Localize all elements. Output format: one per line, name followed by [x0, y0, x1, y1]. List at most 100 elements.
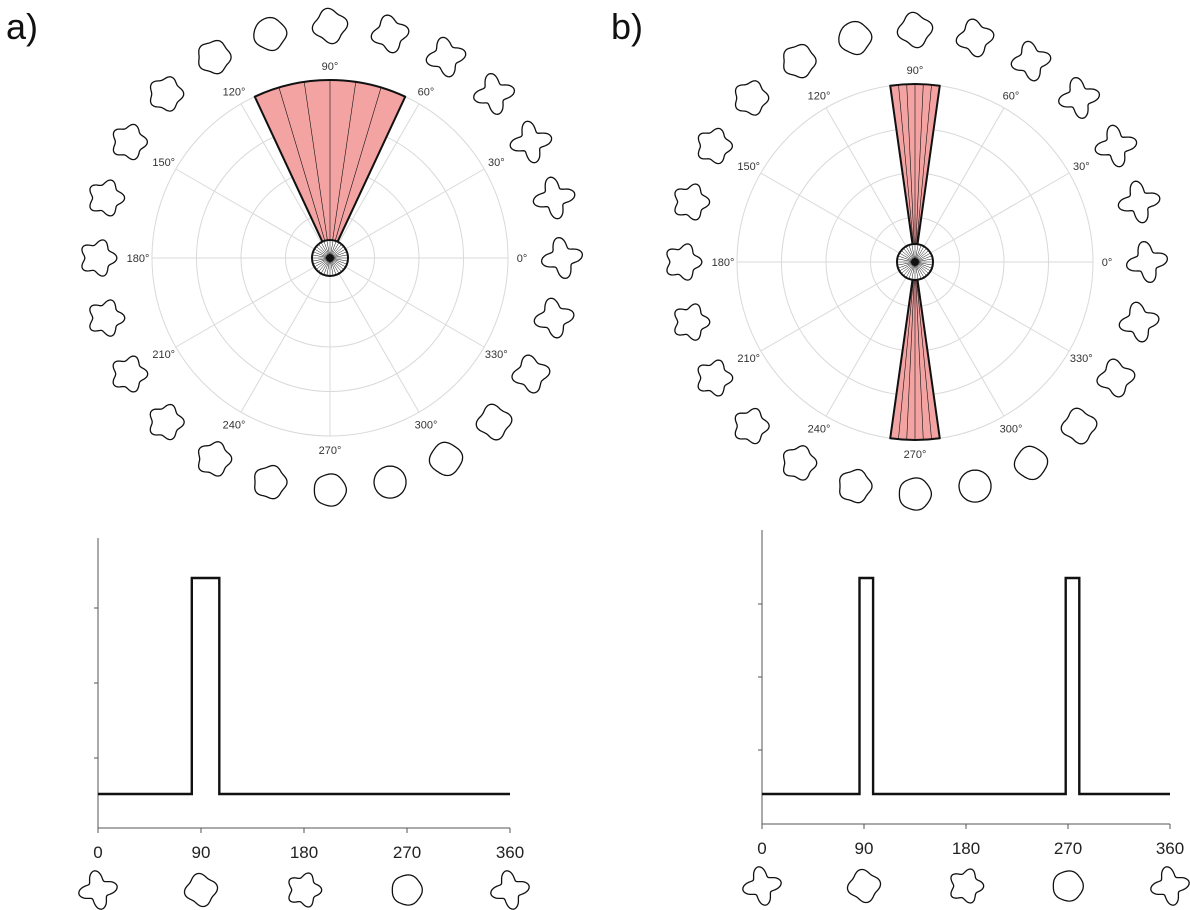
shape-ring-b [666, 11, 1169, 511]
polar-sector-line [303, 81, 328, 241]
polar-spoke [240, 257, 331, 413]
polar-spoke [760, 261, 916, 352]
polar-spoke [825, 107, 916, 263]
polar-angle-label: 60° [1003, 91, 1020, 103]
polar-angle-label: 60° [418, 87, 435, 99]
shape-morph-icon [532, 176, 576, 220]
shape-morph-icon [540, 236, 584, 280]
shape-morph-icon [734, 407, 770, 445]
polar-angle-label: 300° [1000, 423, 1023, 435]
shape-morph-icon [782, 445, 818, 481]
x-tick-label: 180 [952, 839, 980, 858]
shape-morph-icon [1125, 240, 1169, 284]
shape-morph-icon [734, 80, 770, 116]
shape-morph-icon [473, 72, 516, 115]
polar-spoke [760, 172, 916, 263]
polar-spoke [914, 261, 1070, 352]
polar-angle-label: 330° [1070, 353, 1093, 365]
shape-morph-icon [846, 868, 882, 904]
polar-spoke [914, 107, 1005, 263]
shape-morph-icon [1118, 301, 1160, 343]
shape-morph-icon [742, 866, 782, 906]
shape-morph-icon [183, 872, 219, 908]
shape-morph-icon [254, 464, 288, 500]
shape-morph-icon [958, 469, 992, 503]
line-chart-a: 0 90 180 270 360 [78, 538, 530, 910]
polar-sector-line [916, 84, 932, 245]
shape-morph-icon [490, 870, 530, 910]
series-line [762, 576, 1170, 796]
polar-sector-line [334, 87, 382, 241]
shape-morph-icon [898, 477, 933, 511]
polar-spoke [825, 261, 916, 417]
shape-morph-icon [783, 43, 817, 79]
polar-angle-label: 0° [517, 253, 528, 265]
polar-angle-label: 270° [904, 449, 927, 461]
shape-morph-icon [89, 299, 126, 337]
shape-ring-a [81, 7, 584, 507]
shape-morph-icon [1060, 407, 1098, 445]
shape-morph-icon [391, 874, 423, 906]
shape-morph-icon [1150, 866, 1190, 906]
x-tick-label: 270 [393, 843, 421, 862]
polar-spoke [329, 257, 420, 413]
shape-morph-icon [511, 354, 551, 394]
shape-morph-icon [112, 123, 149, 161]
shape-morph-icon [1058, 76, 1101, 119]
shape-morph-icon [198, 39, 232, 75]
shape-morph-icon [509, 120, 553, 164]
polar-angle-label: 270° [319, 445, 342, 457]
shape-morph-icon [313, 473, 348, 507]
polar-spoke [175, 168, 331, 259]
polar-spoke [329, 257, 485, 348]
shape-morph-icon [112, 355, 149, 393]
line-chart-b: 0 90 180 270 360 [742, 530, 1190, 906]
polar-spoke [329, 168, 485, 259]
shape-morph-icon [697, 359, 734, 397]
shape-morph-icon [149, 403, 185, 441]
shape-morph-icon [838, 20, 873, 56]
x-tick-label: 180 [290, 843, 318, 862]
x-tick-label: 270 [1054, 839, 1082, 858]
polar-angle-label: 300° [415, 419, 438, 431]
polar-spoke [914, 261, 1005, 417]
x-tick-label: 360 [496, 843, 524, 862]
shape-morph-icon [839, 468, 873, 504]
polar-sector-line [916, 279, 932, 440]
x-tick-label: 360 [1156, 839, 1184, 858]
x-tick-label: 90 [192, 843, 211, 862]
shape-morph-icon [697, 127, 734, 165]
polar-sector-line [906, 84, 915, 245]
polar-chart-b: 0° 30° 60° 90° 120° 150° 180° 210° 240° 270° 300° 3… [712, 65, 1113, 461]
shape-morph-icon [425, 36, 467, 78]
shape-morph-icon [1117, 180, 1161, 224]
polar-angle-label: 330° [485, 349, 508, 361]
polar-hub-center [911, 258, 919, 266]
polar-angle-label: 150° [737, 161, 760, 173]
polar-hub-center [326, 254, 334, 262]
polar-angle-label: 30° [1073, 161, 1090, 173]
shape-morph-icon [370, 14, 410, 54]
shape-morph-icon [81, 239, 118, 277]
panel-b-label: b) [611, 6, 644, 47]
shape-morph-icon [89, 179, 126, 217]
polar-sector-line [332, 81, 357, 241]
shape-morph-icon [950, 868, 985, 904]
x-tick-label: 90 [855, 839, 874, 858]
polar-spoke [329, 103, 420, 259]
x-tick-label: 0 [93, 843, 102, 862]
shape-morph-icon [428, 441, 464, 477]
polar-angle-label: 0° [1102, 257, 1113, 269]
polar-sector-line [915, 279, 924, 440]
shape-morph-icon [1094, 124, 1138, 168]
polar-angle-label: 180° [127, 253, 150, 265]
shape-morph-icon [674, 183, 711, 221]
polar-angle-label: 180° [712, 257, 735, 269]
shape-morph-icon [666, 243, 703, 281]
shape-morph-icon [896, 11, 934, 49]
polar-angle-label: 210° [152, 349, 175, 361]
polar-spoke [240, 103, 331, 259]
shape-morph-icon [533, 297, 575, 339]
shape-morph-icon [674, 303, 711, 341]
